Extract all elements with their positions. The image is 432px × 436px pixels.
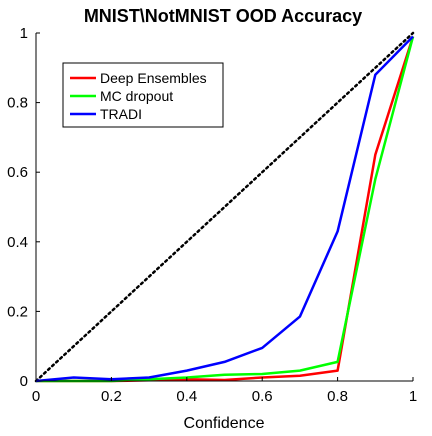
y-tick-label: 0.8	[7, 95, 28, 112]
x-tick-label: 0.2	[101, 388, 122, 405]
series-line-tradi	[35, 35, 414, 383]
x-tick-label: 0	[32, 388, 40, 405]
reference-diagonal	[34, 31, 415, 383]
x-tick-label: 0.8	[327, 388, 348, 405]
x-axis-label: Confidence	[184, 415, 265, 432]
y-tick-label: 1	[20, 25, 28, 42]
y-tick-label: 0.4	[7, 234, 28, 251]
y-tick-label: 0	[20, 373, 28, 390]
x-tick-label: 0.4	[176, 388, 197, 405]
legend-label-deep-ensembles: Deep Ensembles	[100, 70, 207, 86]
legend-label-tradi: TRADI	[100, 106, 142, 122]
y-axis-ticks: 0 0.2 0.4 0.6 0.8 1	[7, 25, 40, 390]
chart-title: MNIST\NotMNIST OOD Accuracy	[84, 6, 362, 26]
x-axis-ticks: 0 0.2 0.4 0.6 0.8 1	[32, 377, 417, 405]
legend: Deep Ensembles MC dropout TRADI	[62, 62, 224, 128]
y-tick-label: 0.2	[7, 303, 28, 320]
x-tick-label: 1	[409, 388, 417, 405]
perfect-calibration-line	[34, 31, 415, 383]
x-tick-label: 0.6	[252, 388, 273, 405]
legend-label-mc-dropout: MC dropout	[100, 88, 173, 104]
y-tick-label: 0.6	[7, 164, 28, 181]
axes	[35, 33, 413, 382]
